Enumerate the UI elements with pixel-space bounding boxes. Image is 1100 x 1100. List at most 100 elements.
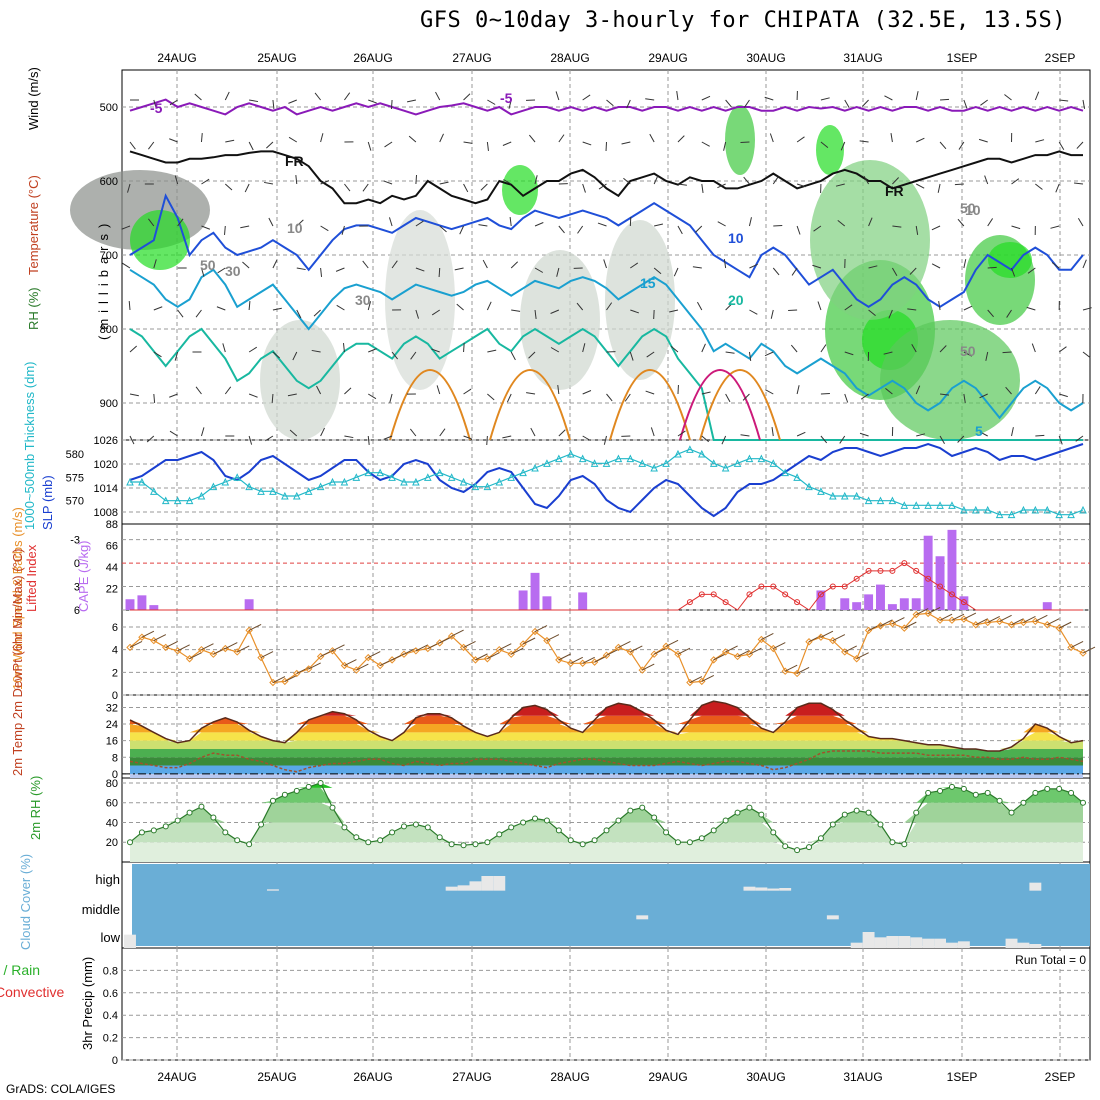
upper-wind-barb	[1073, 182, 1084, 185]
upper-wind-barb	[603, 259, 607, 269]
upper-wind-barb	[701, 141, 710, 147]
wind-barb	[439, 636, 452, 644]
thickness-point	[995, 510, 1004, 519]
upper-wind-barb	[454, 267, 464, 271]
rh-point	[1080, 799, 1086, 806]
upper-wind-barb	[528, 351, 536, 359]
date-label-bottom: 29AUG	[648, 1070, 687, 1084]
cloud-clear-bar	[1017, 942, 1030, 948]
wind-barb	[987, 616, 1000, 623]
date-label-top: 31AUG	[843, 51, 882, 65]
upper-wind-barb	[368, 348, 377, 353]
upper-wind-barb	[837, 219, 846, 227]
upper-wind-barb	[292, 351, 298, 361]
rh-point	[722, 817, 729, 824]
upper-wind-barb	[723, 259, 727, 269]
lifted-tick-label: 0	[74, 558, 80, 570]
upper-wind-barb	[367, 435, 370, 446]
date-label-top: 30AUG	[746, 51, 785, 65]
upper-wind-barb	[486, 301, 492, 311]
contour-label: FR	[885, 183, 904, 199]
thickness-point	[435, 468, 444, 477]
upper-wind-barb	[742, 393, 750, 401]
thickness-point	[197, 491, 206, 500]
temp-line	[129, 700, 1084, 752]
wind-barb	[391, 653, 405, 661]
upper-wind-barb	[503, 179, 512, 185]
tick-label: 4	[112, 645, 118, 657]
upper-wind-barb	[677, 135, 685, 143]
run-total-label: Run Total = 0	[1015, 953, 1086, 967]
upper-wind-barb	[696, 301, 703, 311]
pressure-tick-label: 800	[100, 324, 118, 336]
upper-wind-barb	[463, 388, 472, 395]
contour-label: 30	[225, 263, 241, 279]
cloud-clear-bar	[874, 937, 887, 948]
cloud-clear-bar	[1005, 938, 1018, 948]
precip-convective-label: Convective	[0, 984, 64, 1000]
rh-point	[520, 819, 527, 826]
upper-wind-barb	[436, 385, 441, 395]
wind-barb	[713, 653, 726, 661]
upper-wind-barb	[978, 138, 988, 143]
thickness-point	[781, 468, 789, 477]
upper-wind-barb	[487, 349, 497, 353]
lifted-axis-label: Lifted Index	[24, 544, 39, 612]
wind-barb	[677, 647, 691, 655]
wind-barb	[701, 674, 715, 682]
upper-wind-barb	[368, 99, 377, 104]
upper-wind-barb	[940, 98, 950, 101]
upper-wind-barb	[266, 141, 274, 149]
rh-side-labels: 2m RH (%)	[28, 776, 43, 840]
thickness-point	[1067, 510, 1075, 519]
rh-point	[591, 837, 598, 844]
upper-wind-barb	[456, 303, 464, 311]
upper-wind-barb	[915, 91, 919, 101]
wind-barb	[963, 612, 977, 620]
rh-point	[377, 837, 384, 844]
lifted-index-point	[782, 591, 789, 598]
thickness-point	[531, 463, 539, 472]
upper-wind-barb	[597, 222, 607, 227]
wind-barb	[236, 645, 250, 653]
wind-barb	[558, 653, 572, 661]
wind-barb	[201, 643, 214, 651]
tick-label: 2	[112, 667, 118, 679]
thickness-point	[602, 459, 611, 467]
upper-wind-barb	[1027, 267, 1036, 274]
upper-wind-barb	[341, 225, 345, 235]
tick-label: 16	[106, 736, 118, 748]
upper-wind-barb	[701, 183, 704, 193]
upper-wind-barb	[868, 265, 878, 269]
cape-bar	[864, 594, 874, 610]
cloud-clear-bar	[493, 876, 506, 891]
thickness-point	[852, 491, 861, 500]
contour-label: FR	[285, 153, 304, 169]
upper-wind-barb	[558, 134, 565, 143]
upper-wind-barb	[415, 309, 420, 319]
upper-wind-barb	[748, 217, 752, 227]
date-label-bottom: 28AUG	[550, 1070, 589, 1084]
rh-point	[889, 839, 896, 846]
slp-tick-label: 1026	[94, 435, 118, 447]
upper-wind-barb	[725, 351, 735, 354]
temperature-axis-label: Temperature (°C)	[26, 175, 41, 275]
cape-bar	[518, 590, 528, 610]
rh-point	[424, 824, 431, 831]
date-label-top: 24AUG	[157, 51, 196, 65]
cloud-clear-bar	[850, 942, 863, 948]
upper-wind-barb	[796, 431, 806, 437]
lifted-index-point	[722, 599, 729, 606]
upper-wind-barb	[408, 135, 417, 143]
wind-barb	[594, 655, 607, 663]
cloud-clear-bar	[862, 932, 875, 948]
tick-label: 6	[112, 622, 118, 634]
upper-wind-barb	[939, 141, 947, 150]
rh-point	[794, 847, 801, 854]
upper-wind-barb	[388, 217, 393, 227]
upper-wind-barb	[892, 177, 900, 185]
rh-point	[674, 839, 681, 846]
upper-wind-barb	[1082, 99, 1086, 109]
upper-wind-barb	[820, 97, 830, 101]
upper-wind-barb	[459, 225, 465, 235]
